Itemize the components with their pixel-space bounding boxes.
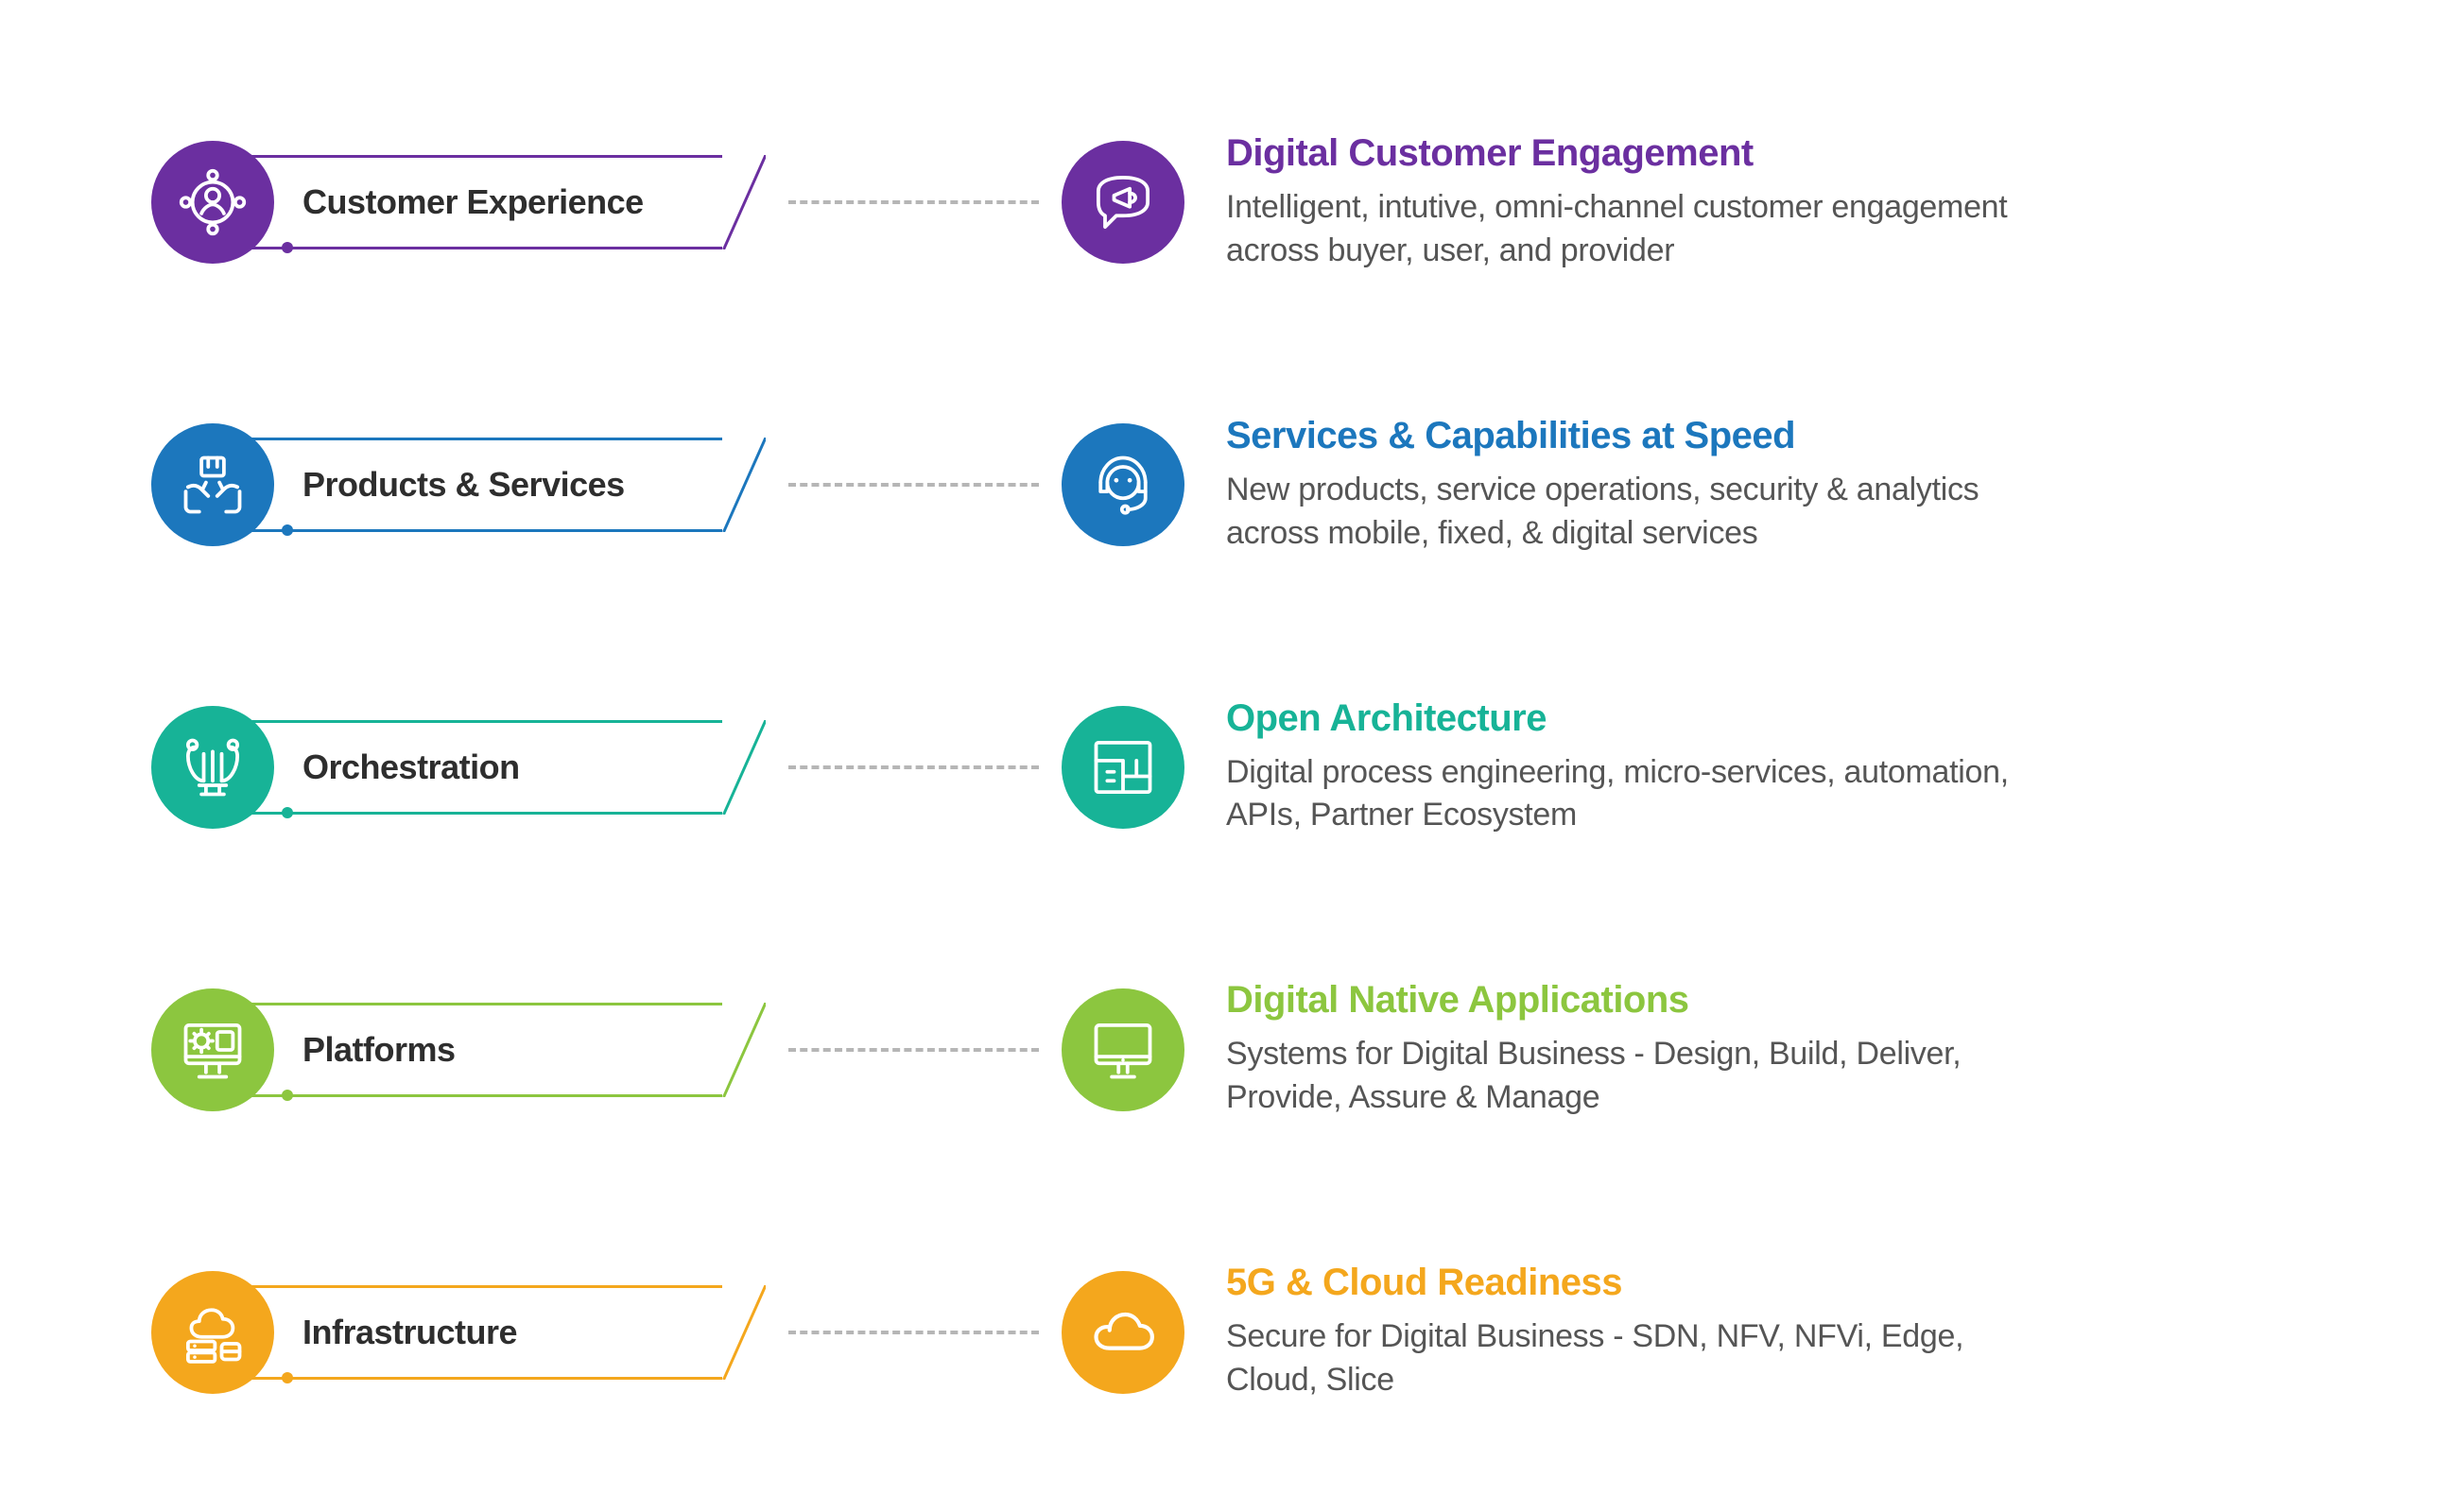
right-text: 5G & Cloud Readiness Secure for Digital … — [1226, 1262, 2286, 1402]
pill-label: Orchestration — [302, 747, 520, 787]
lyre-icon — [151, 706, 274, 829]
dashed-connector — [788, 765, 1039, 769]
cloud-server-icon — [151, 1271, 274, 1394]
left-block: Customer Experience — [151, 141, 766, 264]
right-desc: Digital process engineering, micro-servi… — [1226, 751, 2058, 838]
right-desc: New products, service operations, securi… — [1226, 469, 2058, 556]
pill-label: Platforms — [302, 1030, 456, 1070]
right-block: Digital Native Applications Systems for … — [1062, 979, 2286, 1120]
right-title: Services & Capabilities at Speed — [1226, 415, 2286, 457]
left-block: Infrastructure — [151, 1271, 766, 1394]
dashed-connector — [788, 200, 1039, 204]
row-platforms: Platforms Digital Native Applications Sy… — [151, 979, 2286, 1120]
pill-notch — [722, 155, 766, 249]
right-block: Digital Customer Engagement Intelligent,… — [1062, 132, 2286, 273]
right-desc: Intelligent, intutive, omni-channel cust… — [1226, 186, 2058, 273]
right-text: Digital Native Applications Systems for … — [1226, 979, 2286, 1120]
pill-dot — [282, 1372, 293, 1383]
monitor-icon — [1062, 988, 1184, 1111]
right-block: 5G & Cloud Readiness Secure for Digital … — [1062, 1262, 2286, 1402]
dashed-connector — [788, 483, 1039, 487]
right-title: Digital Customer Engagement — [1226, 132, 2286, 175]
pill-notch — [722, 720, 766, 815]
pill-notch — [722, 1285, 766, 1380]
pill-label: Infrastructure — [302, 1313, 517, 1352]
dashed-connector — [788, 1331, 1039, 1334]
pill-dot — [282, 807, 293, 818]
pill-infrastructure: Infrastructure — [236, 1285, 766, 1380]
infographic-canvas: Customer Experience Digital Customer Eng… — [0, 0, 2437, 1512]
right-title: 5G & Cloud Readiness — [1226, 1262, 2286, 1304]
headset-icon — [1062, 423, 1184, 546]
user-network-icon — [151, 141, 274, 264]
right-title: Open Architecture — [1226, 697, 2286, 740]
right-text: Services & Capabilities at Speed New pro… — [1226, 415, 2286, 556]
pill-customer-experience: Customer Experience — [236, 155, 766, 249]
right-text: Open Architecture Digital process engine… — [1226, 697, 2286, 838]
pill-notch — [722, 1003, 766, 1097]
right-block: Services & Capabilities at Speed New pro… — [1062, 415, 2286, 556]
left-block: Products & Services — [151, 423, 766, 546]
pill-label: Customer Experience — [302, 182, 644, 222]
pill-products-services: Products & Services — [236, 438, 766, 532]
row-orchestration: Orchestration Open Architecture Digital … — [151, 697, 2286, 838]
pill-orchestration: Orchestration — [236, 720, 766, 815]
pill-label: Products & Services — [302, 465, 625, 505]
megaphone-chat-icon — [1062, 141, 1184, 264]
left-block: Orchestration — [151, 706, 766, 829]
cloud-icon — [1062, 1271, 1184, 1394]
right-title: Digital Native Applications — [1226, 979, 2286, 1022]
hands-box-icon — [151, 423, 274, 546]
left-block: Platforms — [151, 988, 766, 1111]
pill-dot — [282, 1090, 293, 1101]
pill-dot — [282, 242, 293, 253]
dashed-connector — [788, 1048, 1039, 1052]
row-customer-experience: Customer Experience Digital Customer Eng… — [151, 132, 2286, 273]
desktop-gear-icon — [151, 988, 274, 1111]
pill-dot — [282, 524, 293, 536]
blueprint-icon — [1062, 706, 1184, 829]
row-products-services: Products & Services — [151, 415, 2286, 556]
pill-notch — [722, 438, 766, 532]
right-desc: Systems for Digital Business - Design, B… — [1226, 1033, 2058, 1120]
right-desc: Secure for Digital Business - SDN, NFV, … — [1226, 1315, 2058, 1402]
pill-platforms: Platforms — [236, 1003, 766, 1097]
right-block: Open Architecture Digital process engine… — [1062, 697, 2286, 838]
row-infrastructure: Infrastructure 5G & Cloud Readiness Secu… — [151, 1262, 2286, 1402]
right-text: Digital Customer Engagement Intelligent,… — [1226, 132, 2286, 273]
